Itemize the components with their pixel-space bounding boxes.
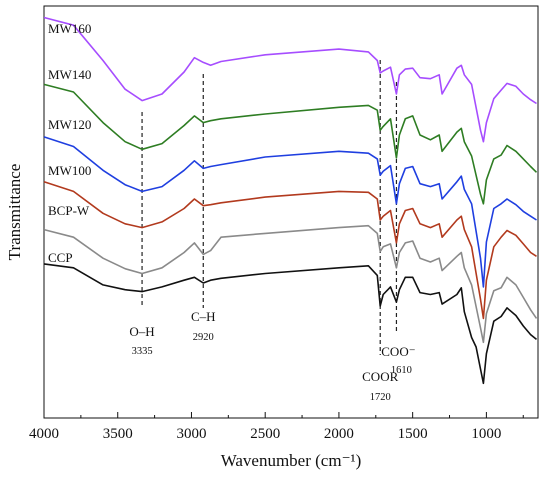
series-line (43, 16, 537, 143)
reference-label: COO⁻ (381, 344, 415, 359)
series-label: MW140 (48, 67, 91, 82)
x-axis-ticks: 4000 3500 3000 2500 2000 1500 1000 (29, 412, 524, 442)
series-label: CCP (48, 250, 73, 265)
series-line (43, 83, 538, 205)
x-tick-label: 1500 (398, 426, 428, 442)
series-label: MW100 (48, 163, 91, 178)
reference-label: O–H (129, 324, 154, 339)
reference-sublabel: 2920 (193, 332, 214, 343)
plot-frame (43, 5, 539, 419)
reference-sublabel: 1720 (370, 392, 391, 403)
x-tick-label: 3000 (176, 426, 206, 442)
plot-area: O–H 3335 C–H 2920 COOR 1720 COO⁻ 1610 MW160 MW14… (29, 5, 539, 442)
x-tick-label: 2500 (250, 426, 280, 442)
x-tick-label: 1000 (471, 426, 501, 442)
series-label: MW160 (48, 21, 91, 36)
reference-label: COOR (362, 369, 398, 384)
series-line (43, 224, 538, 344)
series-lines: MW160 MW140 MW120 MW100 BCP-W CCP (43, 16, 538, 385)
reference-sublabel: 3335 (132, 346, 153, 357)
reference-sublabel: 1610 (391, 365, 412, 376)
series-line (43, 263, 538, 385)
series-label: BCP-W (48, 203, 90, 218)
reference-label: C–H (191, 309, 216, 324)
x-axis-title: Wavenumber (cm⁻¹) (221, 451, 362, 470)
series-label: MW120 (48, 117, 91, 132)
series-line (43, 136, 537, 288)
x-tick-label: 2000 (324, 426, 354, 442)
series-line (43, 181, 537, 320)
reference-lines: O–H 3335 C–H 2920 COOR 1720 COO⁻ 1610 (129, 60, 416, 403)
y-axis-title: Transmittance (5, 164, 24, 261)
x-tick-label: 3500 (103, 426, 133, 442)
x-tick-label: 4000 (29, 426, 59, 442)
